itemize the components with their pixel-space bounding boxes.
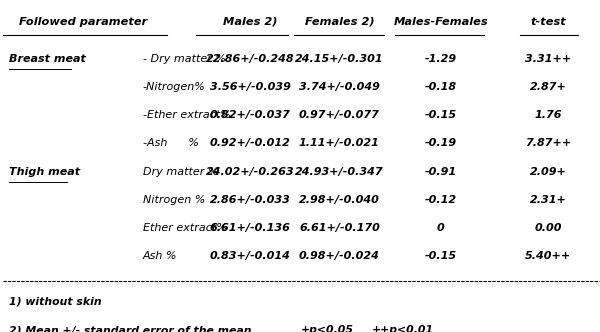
Text: 3.56+/-0.039: 3.56+/-0.039 <box>209 82 290 92</box>
Text: Females 2): Females 2) <box>305 17 374 27</box>
Text: -0.19: -0.19 <box>425 138 457 148</box>
Text: 24.15+/-0.301: 24.15+/-0.301 <box>295 54 384 64</box>
Text: Nitrogen %: Nitrogen % <box>143 195 205 205</box>
Text: Followed parameter: Followed parameter <box>19 17 148 27</box>
Text: 0: 0 <box>437 223 445 233</box>
Text: 2.98+/-0.040: 2.98+/-0.040 <box>299 195 380 205</box>
Text: 2.31+: 2.31+ <box>530 195 566 205</box>
Text: 7.87++: 7.87++ <box>525 138 571 148</box>
Text: 0.98+/-0.024: 0.98+/-0.024 <box>299 251 380 261</box>
Text: 24.93+/-0.347: 24.93+/-0.347 <box>295 167 384 177</box>
Text: 5.40++: 5.40++ <box>525 251 571 261</box>
Text: 0.83+/-0.014: 0.83+/-0.014 <box>209 251 290 261</box>
Text: 3.74+/-0.049: 3.74+/-0.049 <box>299 82 380 92</box>
Text: -0.12: -0.12 <box>425 195 457 205</box>
Text: 2.87+: 2.87+ <box>530 82 566 92</box>
Text: 1.76: 1.76 <box>534 110 562 120</box>
Text: 1) without skin: 1) without skin <box>8 296 101 306</box>
Text: Ether extract%: Ether extract% <box>143 223 227 233</box>
Text: t-test: t-test <box>530 17 566 27</box>
Text: 6.61+/-0.136: 6.61+/-0.136 <box>209 223 290 233</box>
Text: 0.82+/-0.037: 0.82+/-0.037 <box>209 110 290 120</box>
Text: 22.86+/-0.248: 22.86+/-0.248 <box>206 54 295 64</box>
Text: ++p<0.01: ++p<0.01 <box>372 325 434 332</box>
Text: Ash %: Ash % <box>143 251 177 261</box>
Text: 24.02+/-0.263: 24.02+/-0.263 <box>206 167 295 177</box>
Text: 1.11+/-0.021: 1.11+/-0.021 <box>299 138 380 148</box>
Text: Thigh meat: Thigh meat <box>8 167 80 177</box>
Text: Breast meat: Breast meat <box>8 54 86 64</box>
Text: -Nitrogen%: -Nitrogen% <box>143 82 206 92</box>
Text: -0.15: -0.15 <box>425 110 457 120</box>
Text: Males-Females: Males-Females <box>394 17 488 27</box>
Text: 0.97+/-0.077: 0.97+/-0.077 <box>299 110 380 120</box>
Text: Males 2): Males 2) <box>223 17 277 27</box>
Text: 6.61+/-0.170: 6.61+/-0.170 <box>299 223 380 233</box>
Text: 3.31++: 3.31++ <box>525 54 571 64</box>
Text: 0.00: 0.00 <box>534 223 562 233</box>
Text: -Ether extract%: -Ether extract% <box>143 110 230 120</box>
Text: -0.91: -0.91 <box>425 167 457 177</box>
Text: -0.15: -0.15 <box>425 251 457 261</box>
Text: -Ash      %: -Ash % <box>143 138 199 148</box>
Text: - Dry matter %: - Dry matter % <box>143 54 226 64</box>
Text: Dry matter %: Dry matter % <box>143 167 218 177</box>
Text: 2) Mean +/- standard error of the mean: 2) Mean +/- standard error of the mean <box>8 325 251 332</box>
Text: 2.09+: 2.09+ <box>530 167 566 177</box>
Text: 2.86+/-0.033: 2.86+/-0.033 <box>209 195 290 205</box>
Text: -1.29: -1.29 <box>425 54 457 64</box>
Text: 0.92+/-0.012: 0.92+/-0.012 <box>209 138 290 148</box>
Text: +p<0.05: +p<0.05 <box>301 325 353 332</box>
Text: -0.18: -0.18 <box>425 82 457 92</box>
